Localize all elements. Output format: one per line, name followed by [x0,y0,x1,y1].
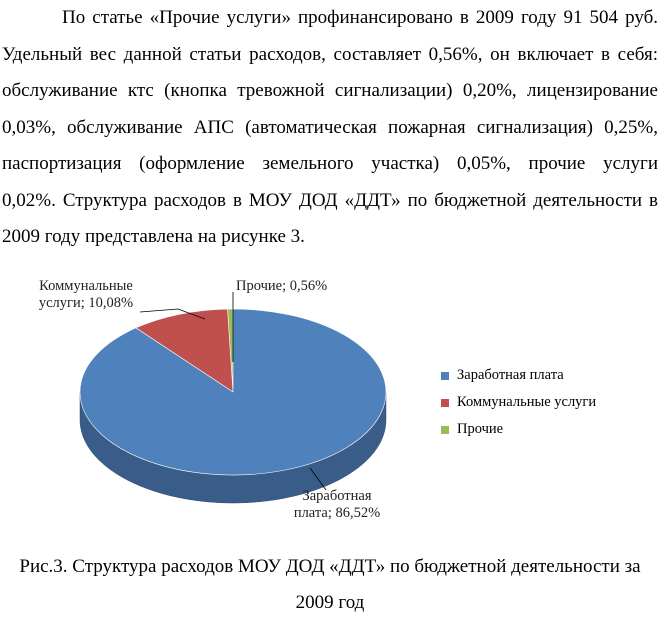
leader-line [139,308,206,320]
pie-tops [79,308,387,476]
figure-caption-line2: 2009 год [295,592,365,613]
pie-chart: Заработная плата; 86,52% Коммунальные услуг… [39,278,387,521]
legend-swatch [441,371,449,380]
pie-slice [79,308,387,476]
legend-label: Коммунальные услуги [457,394,597,410]
legend-swatch [441,425,449,434]
legend-item: Заработная плата [441,362,596,389]
paragraph-line: паспортизация (оформление земельного уча… [2,153,658,174]
body-paragraph: По статье «Прочие услуги» профинансирова… [2,0,658,256]
data-label: Коммунальные услуги; 10,08% [39,278,133,311]
paragraph-line: 2009 году представлена на рисунке 3. [2,226,305,247]
paragraph-line: 0,02%. Структура расходов в МОУ ДОД «ДДТ… [2,189,658,211]
pie-labels: Заработная плата; 86,52% Коммунальные услуг… [39,278,380,521]
legend-swatch [441,398,449,407]
data-label: Прочие; 0,56% [236,278,327,294]
leader-line [309,467,327,491]
data-label: Заработная плата; 86,52% [294,488,380,521]
pie-slice [135,308,234,393]
legend-item: Коммунальные услуги [441,389,596,416]
legend-item: Прочие [441,416,596,443]
paragraph-line: Удельный вес данной статьи расходов, сос… [2,43,658,65]
chart-legend: Заработная плата Коммунальные услуги Про… [441,362,596,443]
paragraph-line: обслуживание ктс (кнопка тревожной сигна… [2,80,658,101]
legend-label: Прочие [457,421,504,437]
figure-caption-line1: Рис.3. Структура расходов МОУ ДОД «ДДТ» … [19,556,641,577]
paragraph-line: По статье «Прочие услуги» профинансирова… [62,7,658,28]
paragraph-line: 0,03%, обслуживание АПС (автоматическая … [2,116,658,138]
pie-leaders [139,292,327,491]
legend-label: Заработная плата [457,367,564,383]
